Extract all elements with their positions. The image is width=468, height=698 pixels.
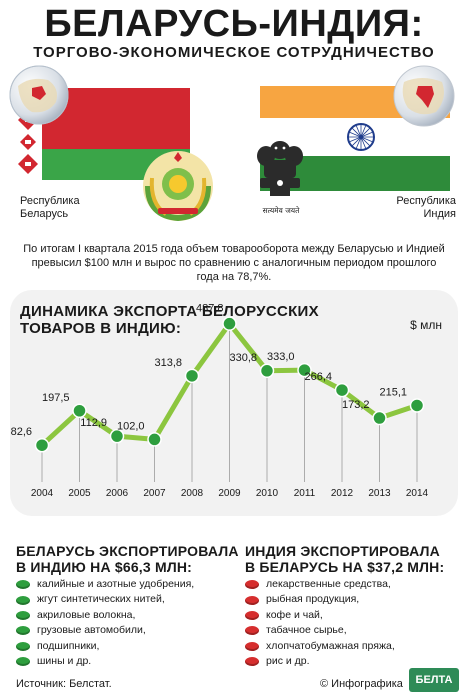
data-label: 313,8 — [154, 357, 182, 369]
list-item: рыбная продукция, — [245, 592, 395, 607]
india-exports-title: ИНДИЯ ЭКСПОРТИРОВАЛА В БЕЛАРУСЬ НА $37,2… — [245, 543, 444, 575]
page-title: БЕЛАРУСЬ-ИНДИЯ: — [44, 3, 424, 45]
india-exports-list: лекарственные средства, рыбная продукция… — [245, 577, 395, 669]
chart-unit-label: $ млн — [410, 318, 442, 332]
red-bullet-icon — [245, 626, 259, 636]
x-tick-label: 2004 — [31, 488, 54, 499]
x-tick-label: 2010 — [256, 488, 279, 499]
green-bullet-icon — [16, 626, 30, 636]
export-line-chart: 82,6 197,5 112,9 102,0 313,8 487,8 330,8 333,0 2… — [11, 303, 429, 499]
list-item: табачное сырье, — [245, 623, 395, 638]
belarus-exports-title-line1: БЕЛАРУСЬ ЭКСПОРТИРОВАЛА — [16, 543, 239, 559]
data-label: 487,8 — [196, 303, 224, 315]
green-bullet-icon — [16, 610, 30, 620]
data-point — [184, 368, 200, 384]
list-item: рис и др. — [245, 654, 395, 669]
list-item: калийные и азотные удобрения, — [16, 577, 194, 592]
india-label-line2: Индия — [423, 208, 456, 220]
list-item: грузовые автомобили, — [16, 623, 194, 638]
chart-title-line2: ТОВАРОВ В ИНДИЮ: — [20, 320, 182, 337]
belarus-emblem-icon — [140, 148, 216, 224]
source-text: Источник: Белстат. — [16, 678, 112, 690]
list-item: шины и др. — [16, 654, 194, 669]
data-point — [372, 410, 387, 426]
data-label: 266,4 — [304, 371, 332, 383]
india-exports-title-line2: В БЕЛАРУСЬ НА $37,2 МЛН: — [245, 559, 445, 575]
belta-logo: БЕЛТА — [409, 668, 459, 692]
data-point — [34, 437, 50, 453]
data-point — [222, 316, 237, 331]
data-label: 197,5 — [42, 392, 70, 404]
belarus-label-line2: Беларусь — [20, 208, 69, 220]
belarus-globe-icon — [8, 64, 70, 126]
belarus-exports-list: калийные и азотные удобрения, жгут синте… — [16, 577, 194, 669]
page-subtitle: ТОРГОВО-ЭКОНОМИЧЕСКОЕ СОТРУДНИЧЕСТВО — [33, 44, 435, 61]
green-bullet-icon — [16, 580, 30, 590]
chart-title-line1: ДИНАМИКА ЭКСПОРТА БЕЛОРУССКИХ — [20, 303, 319, 320]
x-tick-label: 2013 — [368, 488, 391, 499]
red-bullet-icon — [245, 610, 259, 620]
india-emblem-icon — [252, 138, 308, 202]
x-tick-label: 2008 — [181, 488, 204, 499]
green-bullet-icon — [16, 657, 30, 667]
data-label: 173,2 — [342, 399, 370, 411]
red-bullet-icon — [245, 657, 259, 667]
data-label: 102,0 — [117, 420, 145, 432]
data-label: 333,0 — [267, 351, 295, 363]
list-item: хлопчатобумажная пряжа, — [245, 639, 395, 654]
data-point — [72, 403, 87, 418]
chart-title: ДИНАМИКА ЭКСПОРТА БЕЛОРУССКИХ ТОВАРОВ В … — [20, 303, 319, 337]
data-label: 82,6 — [11, 426, 32, 438]
data-point — [109, 428, 125, 444]
credit-text: © Инфографика — [320, 678, 403, 690]
intro-text: По итогам I квартала 2015 года объем тов… — [23, 243, 445, 283]
data-point — [409, 398, 425, 413]
green-bullet-icon — [16, 641, 30, 651]
chakra-icon — [346, 122, 376, 152]
x-tick-label: 2005 — [68, 488, 91, 499]
x-tick-label: 2006 — [106, 488, 129, 499]
india-label-line1: Республика — [396, 195, 456, 207]
belarus-exports-title: БЕЛАРУСЬ ЭКСПОРТИРОВАЛА В ИНДИЮ НА $66,3… — [16, 543, 239, 575]
india-globe-icon — [392, 64, 456, 128]
red-bullet-icon — [245, 641, 259, 651]
red-bullet-icon — [245, 595, 259, 605]
list-item: жгут синтетических нитей, — [16, 592, 194, 607]
x-tick-label: 2011 — [294, 488, 316, 499]
belarus-label-line1: Республика — [20, 195, 80, 207]
green-bullet-icon — [16, 595, 30, 605]
list-item: лекарственные средства, — [245, 577, 395, 592]
data-label: 215,1 — [379, 386, 407, 398]
list-item: кофе и чай, — [245, 608, 395, 623]
data-point — [334, 382, 350, 398]
data-point — [147, 432, 162, 447]
data-point — [259, 363, 275, 379]
data-label: 112,9 — [80, 417, 107, 429]
data-label: 330,8 — [229, 352, 257, 364]
x-tick-label: 2012 — [331, 488, 354, 499]
red-bullet-icon — [245, 580, 259, 590]
x-tick-label: 2009 — [218, 488, 241, 499]
list-item: акриловые волокна, — [16, 608, 194, 623]
x-tick-label: 2007 — [143, 488, 166, 499]
x-tick-label: 2014 — [406, 488, 429, 499]
india-motto: सत्यमेव जयते — [262, 206, 300, 215]
india-exports-title-line1: ИНДИЯ ЭКСПОРТИРОВАЛА — [245, 543, 440, 559]
data-point — [297, 362, 312, 378]
belarus-exports-title-line2: В ИНДИЮ НА $66,3 МЛН: — [16, 559, 193, 575]
list-item: подшипники, — [16, 639, 194, 654]
